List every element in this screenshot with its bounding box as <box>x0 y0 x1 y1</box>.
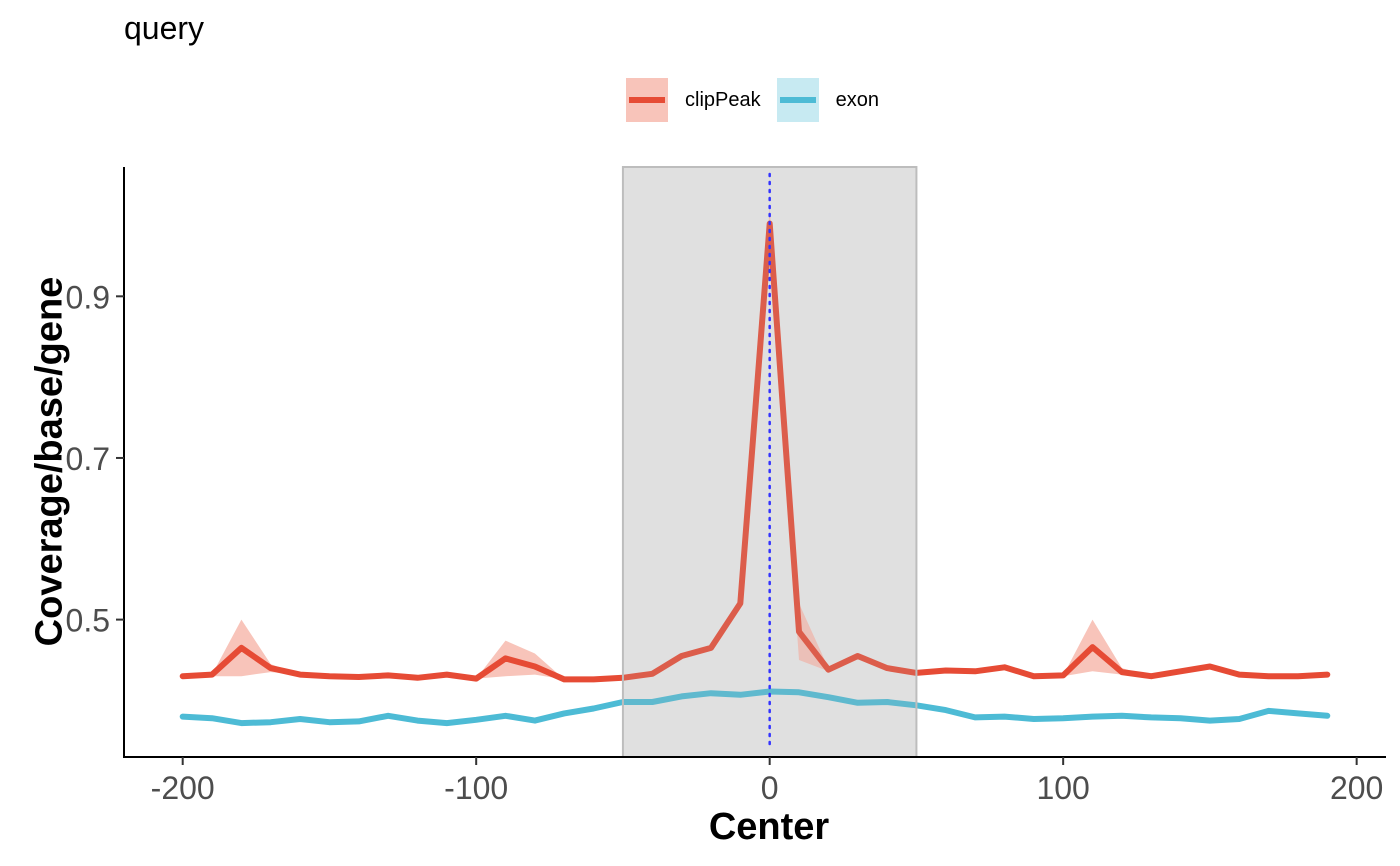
legend-key-clippeak <box>626 78 668 122</box>
y-axis-label: Coverage/base/gene <box>28 276 71 647</box>
y-tick-label: 0.7 <box>66 441 110 477</box>
series-line-clippeak <box>179 220 1331 683</box>
x-tick-label: -200 <box>151 770 215 806</box>
legend-item-clippeak: clipPeak <box>626 78 761 122</box>
y-tick-label: 0.5 <box>66 603 110 639</box>
legend-label-exon: exon <box>835 88 879 111</box>
x-tick-label: 100 <box>1036 770 1089 806</box>
legend: clipPeak exon <box>626 78 895 122</box>
legend-label-clippeak: clipPeak <box>685 88 761 111</box>
y-tick-label: 0.9 <box>66 279 110 315</box>
legend-line-clippeak <box>629 97 665 103</box>
x-tick-label: -100 <box>444 770 508 806</box>
x-axis-label: Center <box>708 806 830 848</box>
series-line-exon <box>179 688 1331 727</box>
x-tick-label: 200 <box>1330 770 1383 806</box>
legend-item-exon: exon <box>776 78 879 122</box>
legend-line-exon <box>779 97 816 103</box>
x-tick-label: 0 <box>761 770 779 806</box>
chart-title: query <box>124 10 205 46</box>
legend-key-exon <box>776 78 819 122</box>
